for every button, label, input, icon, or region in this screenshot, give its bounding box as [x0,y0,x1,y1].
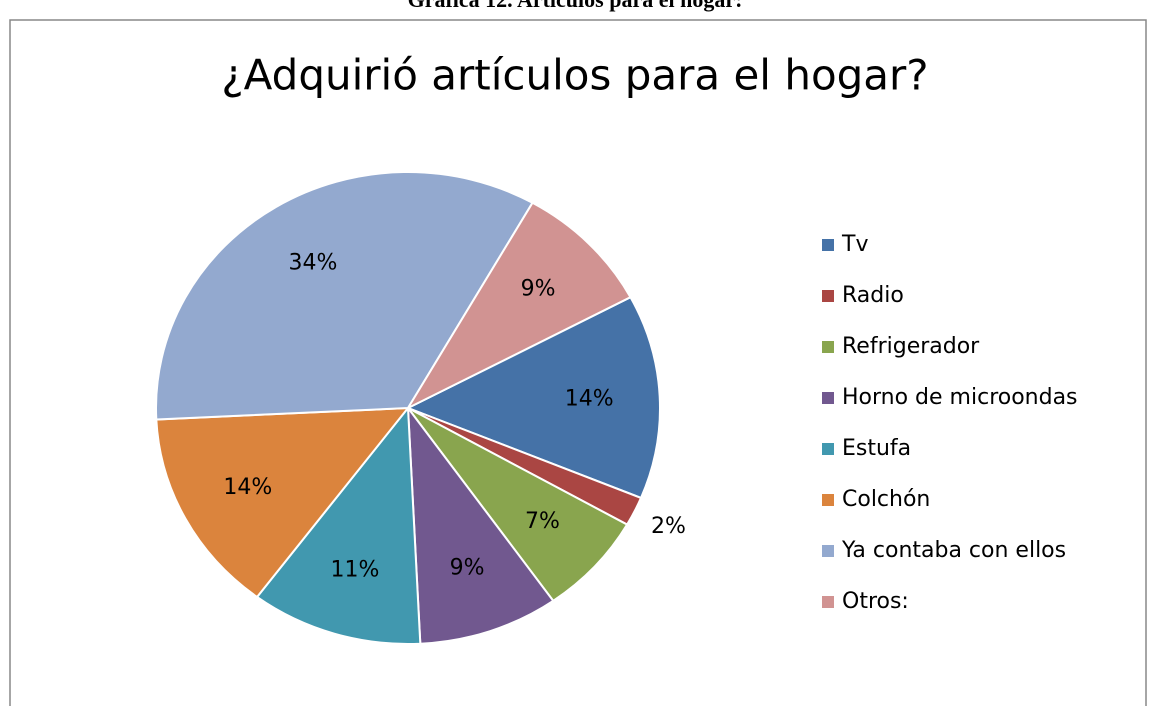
legend-swatch [822,596,834,608]
legend-label: Tv [841,232,868,257]
legend-swatch [822,392,834,404]
pie-slice [405,295,661,500]
chart-border [9,19,1147,706]
legend-swatch [822,494,834,506]
legend-swatch [822,239,834,251]
legend-swatch [822,341,834,353]
data-label: 9% [521,277,556,302]
legend-label: Colchón [842,487,930,512]
legend-label: Estufa [842,436,911,461]
data-label: 11% [330,557,379,582]
chart-title: ¿Adquirió artículos para el hogar? [221,51,928,100]
data-label: 14% [223,475,272,500]
legend-swatch [822,290,834,302]
legend-label: Radio [842,283,904,308]
data-label: 7% [525,509,560,534]
legend-swatch [822,545,834,557]
data-label: 34% [288,250,337,275]
pie-slice [255,405,422,645]
legend-label: Refrigerador [842,334,980,359]
pie-slice [405,201,632,411]
pie-slice [155,406,411,599]
pie-slice [406,404,555,645]
data-label: 2% [651,514,686,539]
legend-label: Ya contaba con ellos [841,538,1066,563]
legend-label: Otros: [842,589,909,614]
caption: Gráfica 12. Artículos para el hogar: [408,0,743,12]
pie-slice [407,407,629,603]
legend-label: Horno de microondas [842,385,1078,410]
data-label: 9% [450,556,485,581]
data-label: 14% [565,387,614,412]
legend-swatch [822,443,834,455]
